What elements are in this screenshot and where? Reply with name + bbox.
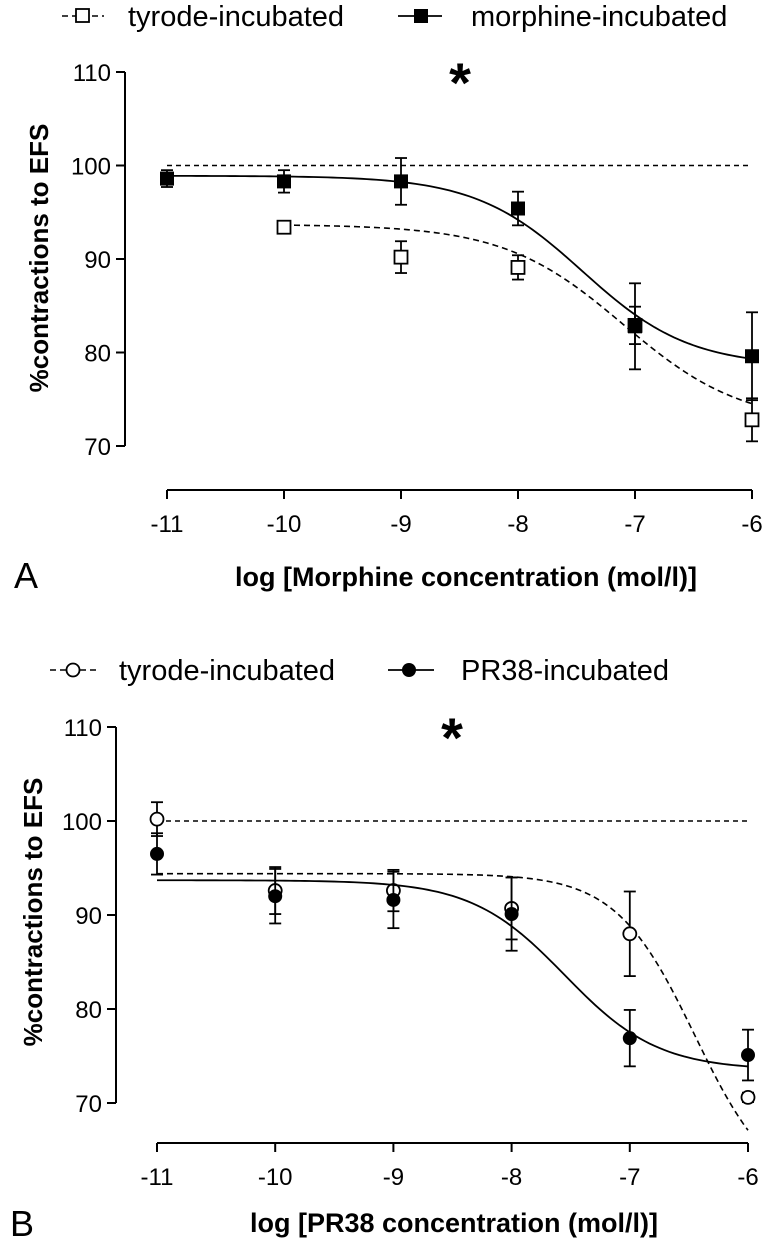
y-axis-a: 70 80 90 100 110 [71,60,126,461]
data-point-b-1-3 [504,876,519,952]
marker-b-0-4 [622,926,638,942]
marker-a-1-0 [160,171,174,186]
data-point-b-1-1 [268,868,283,925]
plot-area-b [149,801,756,1131]
legend-a: tyrode-incubated morphine-incubated [62,1,727,33]
marker-b-1-2 [386,892,401,907]
y-tick-label-a-1: 80 [84,341,111,368]
y-tick-label-b-0: 70 [75,1091,102,1118]
y-tick-label-b-4: 110 [64,715,102,742]
x-tick-label-b-4: -7 [619,1164,640,1191]
marker-b-1-4 [622,1031,637,1046]
marker-a-0-4 [744,412,760,428]
marker-a-0-2 [510,260,526,275]
y-tick-label-a-0: 70 [84,434,111,461]
legend-a-tyrode-marker [75,8,90,23]
marker-a-0-1 [393,249,409,265]
legend-a-morphine-marker [414,9,428,23]
legend-b-pr38-label: PR38-incubated [461,655,669,687]
data-point-a-0-1 [393,240,409,274]
data-point-b-1-2 [386,870,401,930]
plot-area-a [160,157,760,443]
marker-a-1-2 [394,174,408,189]
y-tick-label-a-3: 100 [71,154,111,181]
x-tick-label-b-1: -10 [258,1164,293,1191]
fit-curve-b-1 [157,879,749,1068]
x-tick-label-a-4: -7 [624,511,645,538]
x-tick-label-a-3: -8 [507,511,528,538]
x-tick-label-b-5: -6 [737,1164,758,1191]
data-point-b-0-5 [740,1089,756,1105]
marker-b-0-5 [740,1089,756,1105]
marker-a-1-5 [745,349,759,364]
data-point-a-1-0 [160,169,174,188]
legend-b-tyrode-label: tyrode-incubated [119,655,335,687]
data-point-b-0-4 [622,890,638,977]
data-point-a-1-2 [394,157,408,206]
marker-b-1-1 [268,889,283,904]
x-axis-a: -11 -10 -9 -8 -7 -6 [151,489,763,538]
x-tick-label-a-5: -6 [741,511,762,538]
fit-curve-b-0 [157,872,749,1131]
x-tick-label-a-2: -9 [390,511,411,538]
panel-a: tyrode-incubated morphine-incubated * %c… [14,1,763,596]
x-tick-label-b-3: -8 [501,1164,522,1191]
data-point-a-0-0 [276,219,292,235]
y-axis-label-b: %contractions to EFS [18,778,48,1047]
x-tick-label-a-1: -10 [267,511,302,538]
y-axis-b: 70 80 90 100 110 [62,715,117,1118]
marker-b-1-5 [741,1048,755,1063]
data-point-a-1-4 [628,282,642,371]
y-tick-label-a-4: 110 [73,60,111,87]
y-axis-label-a: %contractions to EFS [24,124,54,393]
marker-b-0-0 [149,811,165,827]
fit-curve-a-0 [283,224,753,405]
x-axis-label-a: log [Morphine concentration (mol/l)] [235,562,697,592]
x-axis-label-b: log [PR38 concentration (mol/l)] [250,1208,658,1238]
panel-b: tyrode-incubated PR38-incubated * %contr… [10,655,759,1244]
marker-b-1-3 [504,907,519,922]
significance-star-b: * [441,706,463,769]
legend-b-pr38-marker [402,663,416,677]
x-axis-b: -11 -10 -9 -8 -7 -6 [141,1142,759,1191]
x-tick-label-b-2: -9 [383,1164,404,1191]
marker-a-0-0 [276,219,292,235]
significance-star-a: * [449,51,471,114]
data-point-b-1-4 [622,1009,637,1068]
y-tick-label-b-2: 90 [75,903,102,930]
marker-a-1-3 [511,201,525,216]
y-tick-label-b-3: 100 [62,809,102,836]
legend-a-morphine-label: morphine-incubated [471,1,727,33]
legend-b-tyrode-marker [65,662,81,678]
marker-a-1-4 [628,319,642,334]
data-point-b-1-5 [741,1028,755,1082]
x-tick-label-b-0: -11 [141,1164,174,1191]
data-point-a-1-5 [745,311,759,402]
fit-curve-a-1 [167,174,753,360]
data-point-b-0-0 [149,801,165,837]
legend-a-tyrode-label: tyrode-incubated [128,1,344,33]
data-point-b-1-0 [150,832,164,876]
data-point-a-0-4 [744,397,760,443]
legend-b: tyrode-incubated PR38-incubated [50,655,669,687]
y-tick-label-b-1: 80 [75,997,102,1024]
x-tick-label-a-0: -11 [151,511,184,538]
marker-b-1-0 [150,846,164,861]
panel-label-b: B [10,1203,34,1244]
data-point-a-1-3 [511,190,525,227]
panel-label-a: A [14,555,38,596]
marker-a-1-1 [277,174,291,189]
data-point-a-1-1 [277,169,291,194]
y-tick-label-a-2: 90 [84,247,111,274]
data-point-a-0-2 [510,254,526,281]
